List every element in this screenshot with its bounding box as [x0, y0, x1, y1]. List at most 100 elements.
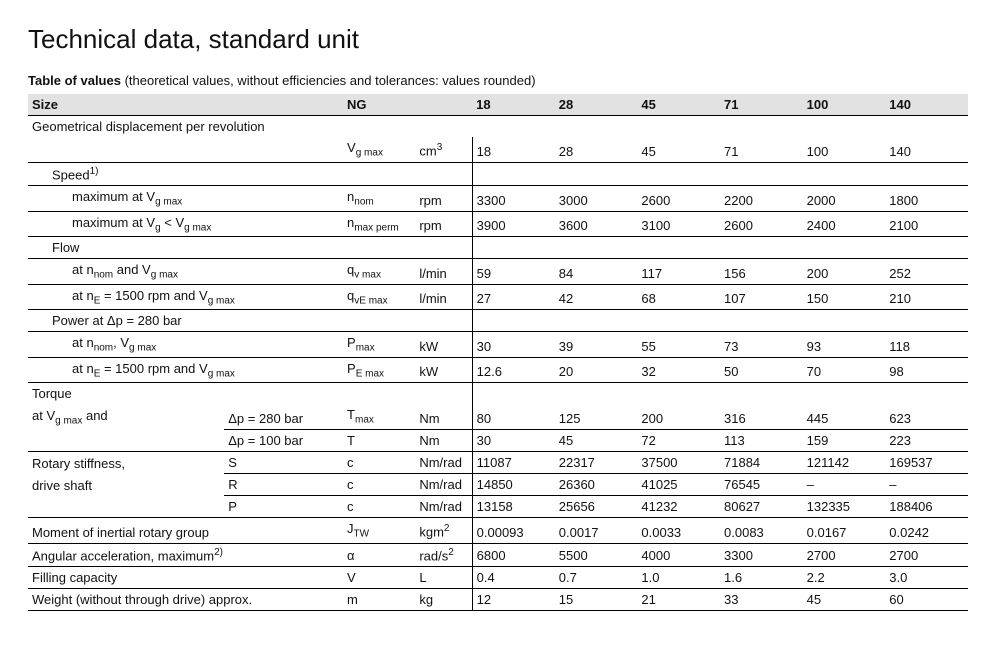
cell: Filling capacity — [28, 567, 343, 589]
cell: 93 — [803, 332, 886, 358]
row-stiff-s: Rotary stiffness, S c Nm/rad 11087 22317… — [28, 452, 968, 474]
cell: 22317 — [555, 452, 638, 474]
cell: rad/s2 — [415, 543, 472, 566]
cell: 0.0242 — [885, 518, 968, 544]
cell: 26360 — [555, 474, 638, 496]
cell: 623 — [885, 404, 968, 429]
cell: 2600 — [720, 211, 803, 237]
cell: Geometrical displacement per revolution — [28, 116, 968, 138]
cell: Angular acceleration, maximum2) — [28, 543, 343, 566]
hdr-ng: NG — [343, 94, 472, 116]
cell: qv max — [343, 259, 415, 285]
cell: 45 — [555, 430, 638, 452]
cell: qvE max — [343, 284, 415, 310]
cell: 59 — [472, 259, 555, 285]
cell: 12 — [472, 589, 555, 611]
cell: m — [343, 589, 415, 611]
cell: Nm — [415, 404, 472, 429]
cell: Nm/rad — [415, 474, 472, 496]
cell: Nm — [415, 430, 472, 452]
cell: S — [224, 452, 343, 474]
cell: 3600 — [555, 211, 638, 237]
cell: 33 — [720, 589, 803, 611]
cell: 37500 — [637, 452, 720, 474]
cell: 30 — [472, 332, 555, 358]
cell: 27 — [472, 284, 555, 310]
cell: 71884 — [720, 452, 803, 474]
cell: 121142 — [803, 452, 886, 474]
cell: 3000 — [555, 185, 638, 211]
row-flow-hdr: Flow — [28, 237, 968, 259]
cell: 0.4 — [472, 567, 555, 589]
cell: 13158 — [472, 496, 555, 518]
cell: 200 — [637, 404, 720, 429]
row-weight: Weight (without through drive) approx. m… — [28, 589, 968, 611]
cell: 21 — [637, 589, 720, 611]
cell: rpm — [415, 185, 472, 211]
cell: R — [224, 474, 343, 496]
hdr-col: 45 — [637, 94, 720, 116]
row-speed-lt: maximum at Vg < Vg max nmax perm rpm 390… — [28, 211, 968, 237]
cell: Moment of inertial rotary group — [28, 518, 343, 544]
row-speed-vgmax: maximum at Vg max nnom rpm 3300 3000 260… — [28, 185, 968, 211]
hdr-col: 28 — [555, 94, 638, 116]
row-power-nnom: at nnom, Vg max Pmax kW 30 39 55 73 93 1… — [28, 332, 968, 358]
cell: P — [224, 496, 343, 518]
row-flow-nnom: at nnom and Vg max qv max l/min 59 84 11… — [28, 259, 968, 285]
cell: at Vg max and — [28, 404, 224, 429]
cell: 45 — [637, 137, 720, 162]
cell: at nnom and Vg max — [28, 259, 343, 285]
row-power-ne: at nE = 1500 rpm and Vg max PE max kW 12… — [28, 357, 968, 383]
cell: Flow — [28, 237, 472, 259]
cell: 41232 — [637, 496, 720, 518]
cell: 3300 — [472, 185, 555, 211]
cell: 140 — [885, 137, 968, 162]
cell: 3900 — [472, 211, 555, 237]
cell: 15 — [555, 589, 638, 611]
row-torque-280: at Vg max and Δp = 280 bar Tmax Nm 80 12… — [28, 404, 968, 429]
cell: 445 — [803, 404, 886, 429]
cell: 71 — [720, 137, 803, 162]
cell: 42 — [555, 284, 638, 310]
cell: rpm — [415, 211, 472, 237]
cell: 200 — [803, 259, 886, 285]
cell: 80627 — [720, 496, 803, 518]
cell: 39 — [555, 332, 638, 358]
cell: c — [343, 452, 415, 474]
row-flow-ne: at nE = 1500 rpm and Vg max qvE max l/mi… — [28, 284, 968, 310]
cell: c — [343, 474, 415, 496]
cell: α — [343, 543, 415, 566]
cell: 45 — [803, 589, 886, 611]
cell: 60 — [885, 589, 968, 611]
cell: 30 — [472, 430, 555, 452]
row-torque-hdr: Torque — [28, 383, 968, 405]
hdr-col: 18 — [472, 94, 555, 116]
cell: 2100 — [885, 211, 968, 237]
cell: 80 — [472, 404, 555, 429]
cell: 3.0 — [885, 567, 968, 589]
cell: Power at Δp = 280 bar — [28, 310, 472, 332]
cell: 0.0017 — [555, 518, 638, 544]
cell: Rotary stiffness, — [28, 452, 224, 474]
cell: 73 — [720, 332, 803, 358]
cell: 28 — [555, 137, 638, 162]
cell: 1.0 — [637, 567, 720, 589]
cell: 4000 — [637, 543, 720, 566]
cell: 2400 — [803, 211, 886, 237]
cell: 2700 — [803, 543, 886, 566]
cell: kW — [415, 332, 472, 358]
cell: 3300 — [720, 543, 803, 566]
cell: 41025 — [637, 474, 720, 496]
cell: 98 — [885, 357, 968, 383]
cell: at nE = 1500 rpm and Vg max — [28, 284, 343, 310]
cell: JTW — [343, 518, 415, 544]
cell: drive shaft — [28, 474, 224, 496]
cell: 0.0033 — [637, 518, 720, 544]
cell: 223 — [885, 430, 968, 452]
cell: 0.00093 — [472, 518, 555, 544]
cell: 6800 — [472, 543, 555, 566]
hdr-col: 100 — [803, 94, 886, 116]
cell: 0.0167 — [803, 518, 886, 544]
cell: 210 — [885, 284, 968, 310]
hdr-col: 71 — [720, 94, 803, 116]
